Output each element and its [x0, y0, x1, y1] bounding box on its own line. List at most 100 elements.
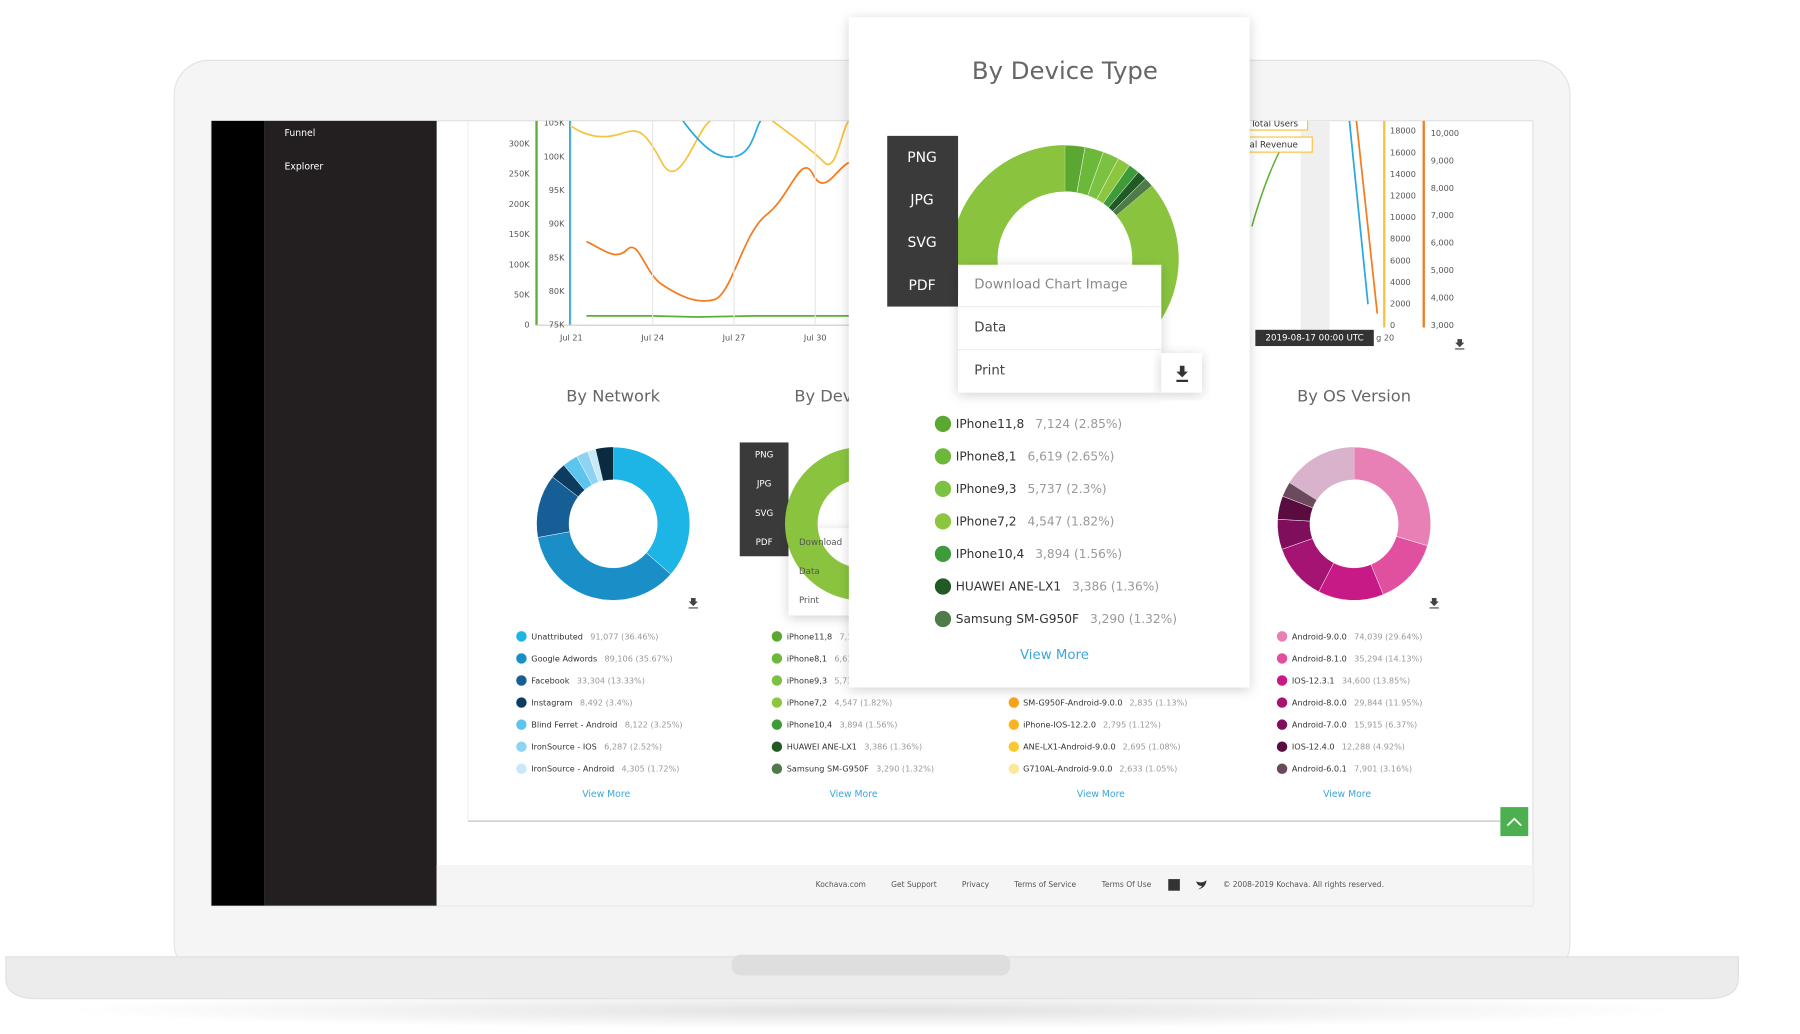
scroll-top-button[interactable]: [1500, 807, 1529, 837]
footer-link[interactable]: Kochava.com: [816, 880, 866, 889]
legend-value: 74,039 (29.64%): [1354, 631, 1422, 641]
export-option[interactable]: Data: [799, 567, 820, 577]
legend-dot: [1008, 719, 1020, 730]
sidebar: [264, 120, 437, 906]
legend-item: Android-6.0.1 7,901 (3.16%): [1292, 763, 1412, 773]
legend-name: IOS-12.4.0: [1292, 741, 1335, 751]
legend-dot: [1008, 741, 1020, 752]
legend-value: 2,835 (1.13%): [1130, 697, 1188, 707]
legend-name: G710AL-Android-9.0.0: [1023, 763, 1112, 773]
y-tick-label: 150K: [509, 229, 530, 239]
users-line: [1348, 120, 1369, 305]
twitter-icon[interactable]: [1196, 880, 1207, 890]
legend-dot: [516, 697, 527, 708]
footer-link[interactable]: Terms of Service: [1013, 880, 1076, 889]
legend-item: Instagram 8,492 (3.4%): [531, 697, 632, 707]
export-format[interactable]: PDF: [756, 538, 773, 548]
export-option[interactable]: Print: [799, 596, 820, 606]
tooltip-text: 2019-08-17 00:00 UTC: [1265, 333, 1363, 343]
legend-item: ANE-LX1-Android-9.0.0 2,695 (1.08%): [1023, 741, 1180, 751]
export-menu: [887, 135, 959, 307]
donut-rest: [1289, 447, 1355, 501]
export-option[interactable]: Data: [974, 320, 1006, 335]
footer-link[interactable]: Terms Of Use: [1101, 880, 1152, 889]
legend-name: iPhone10,4: [787, 719, 832, 729]
download-icon[interactable]: [688, 598, 698, 609]
y-tick-label: 90K: [549, 219, 565, 229]
legend-dot: [771, 697, 783, 708]
legend-value: 3,386 (1.36%): [864, 741, 922, 751]
export-format[interactable]: SVG: [755, 509, 773, 519]
download-icon[interactable]: [1455, 339, 1465, 350]
facebook-icon[interactable]: [1168, 879, 1180, 891]
legend-item: Samsung SM-G950F 3,290 (1.32%): [956, 611, 1177, 625]
donut-slice: [1353, 446, 1431, 547]
legend-dot: [934, 415, 952, 432]
export-format[interactable]: PDF: [909, 278, 936, 294]
legend-value: 3,290 (1.32%): [1090, 611, 1177, 625]
view-more-link[interactable]: View More: [582, 789, 630, 800]
legend-item: iPhone10,4 3,894 (1.56%): [787, 719, 898, 729]
y-tick-label: 95K: [549, 185, 565, 195]
export-dropdown: [958, 264, 1162, 393]
legend-value: 5,737 (2.3%): [1027, 481, 1106, 495]
legend-value: 3,386 (1.36%): [1072, 579, 1159, 593]
y-tick-label: 100K: [544, 151, 565, 161]
laptop-notch: [731, 954, 1011, 976]
view-more-link[interactable]: View More: [1323, 789, 1371, 800]
y-tick-label: 250K: [509, 169, 530, 179]
export-format[interactable]: PNG: [907, 150, 937, 166]
legend-name: Android-8.1.0: [1292, 653, 1347, 663]
export-format[interactable]: SVG: [907, 235, 936, 251]
legend-item: Google Adwords 89,106 (35.67%): [531, 653, 672, 663]
legend-item: Android-7.0.0 15,915 (6.37%): [1292, 719, 1417, 729]
chart-popup: By Device Type PNG JPG SVG PDF Download Chart…: [848, 17, 1250, 688]
export-option[interactable]: Download: [799, 538, 842, 548]
legend-name: iPhone-IOS-12.2.0: [1023, 719, 1096, 729]
export-format[interactable]: JPG: [756, 480, 772, 490]
legend-dot: [1276, 763, 1288, 774]
legend-dot: [516, 763, 527, 774]
donut-slice: [612, 446, 691, 575]
footer-link[interactable]: Get Support: [891, 880, 937, 889]
donut-slice: [1282, 482, 1318, 509]
legend-value: 12,288 (4.92%): [1342, 741, 1405, 751]
legend-item: IOS-12.3.1 34,600 (13.85%): [1292, 675, 1410, 685]
y-tick-label: 8000: [1390, 234, 1411, 244]
legend-dot: [934, 480, 952, 498]
legend-name: Instagram: [531, 697, 572, 707]
legend-item: Blind Ferret - Android 8,122 (3.25%): [531, 719, 682, 729]
legend-label: Total Users: [1250, 120, 1299, 130]
export-option[interactable]: Download Chart Image: [974, 278, 1127, 293]
legend-dot: [771, 675, 783, 686]
legend-name: iPhone8,1: [787, 653, 827, 663]
legend-dot: [1276, 675, 1288, 686]
footer-link[interactable]: Privacy: [962, 880, 990, 889]
view-more-link[interactable]: View More: [1020, 648, 1089, 663]
legend-value: 29,844 (11.95%): [1354, 697, 1422, 707]
x-tick-label: Jul 30: [803, 332, 827, 342]
legend-dot: [1008, 697, 1020, 708]
legend-name: iPhone7,2: [787, 697, 827, 707]
legend-name: IPhone10,4: [956, 546, 1025, 560]
legend-value: 8,492 (3.4%): [580, 697, 633, 707]
legend-name: iPhone11,8: [787, 631, 832, 641]
export-format[interactable]: PNG: [755, 451, 774, 461]
footer-bar: [436, 865, 1533, 906]
legend-name: IPhone7,2: [956, 514, 1017, 528]
legend-item: G710AL-Android-9.0.0 2,633 (1.05%): [1023, 763, 1177, 773]
download-icon: [1176, 365, 1188, 383]
y-tick-label: 16000: [1390, 147, 1416, 157]
legend-name: IronSource - IOS: [531, 741, 597, 751]
legend-value: 89,106 (35.67%): [605, 653, 673, 663]
view-more-link[interactable]: View More: [830, 789, 878, 800]
legend-name: ANE-LX1-Android-9.0.0: [1023, 741, 1116, 751]
view-more-link[interactable]: View More: [1077, 789, 1125, 800]
export-option[interactable]: Print: [974, 363, 1005, 378]
export-format[interactable]: JPG: [909, 193, 933, 209]
donut-slice: [537, 531, 672, 601]
legend-item: Android-9.0.0 74,039 (29.64%): [1292, 631, 1422, 641]
legend-item: Android-8.1.0 35,294 (14.13%): [1292, 653, 1422, 663]
legend-name: Blind Ferret - Android: [531, 719, 617, 729]
legend-dot: [934, 513, 952, 530]
